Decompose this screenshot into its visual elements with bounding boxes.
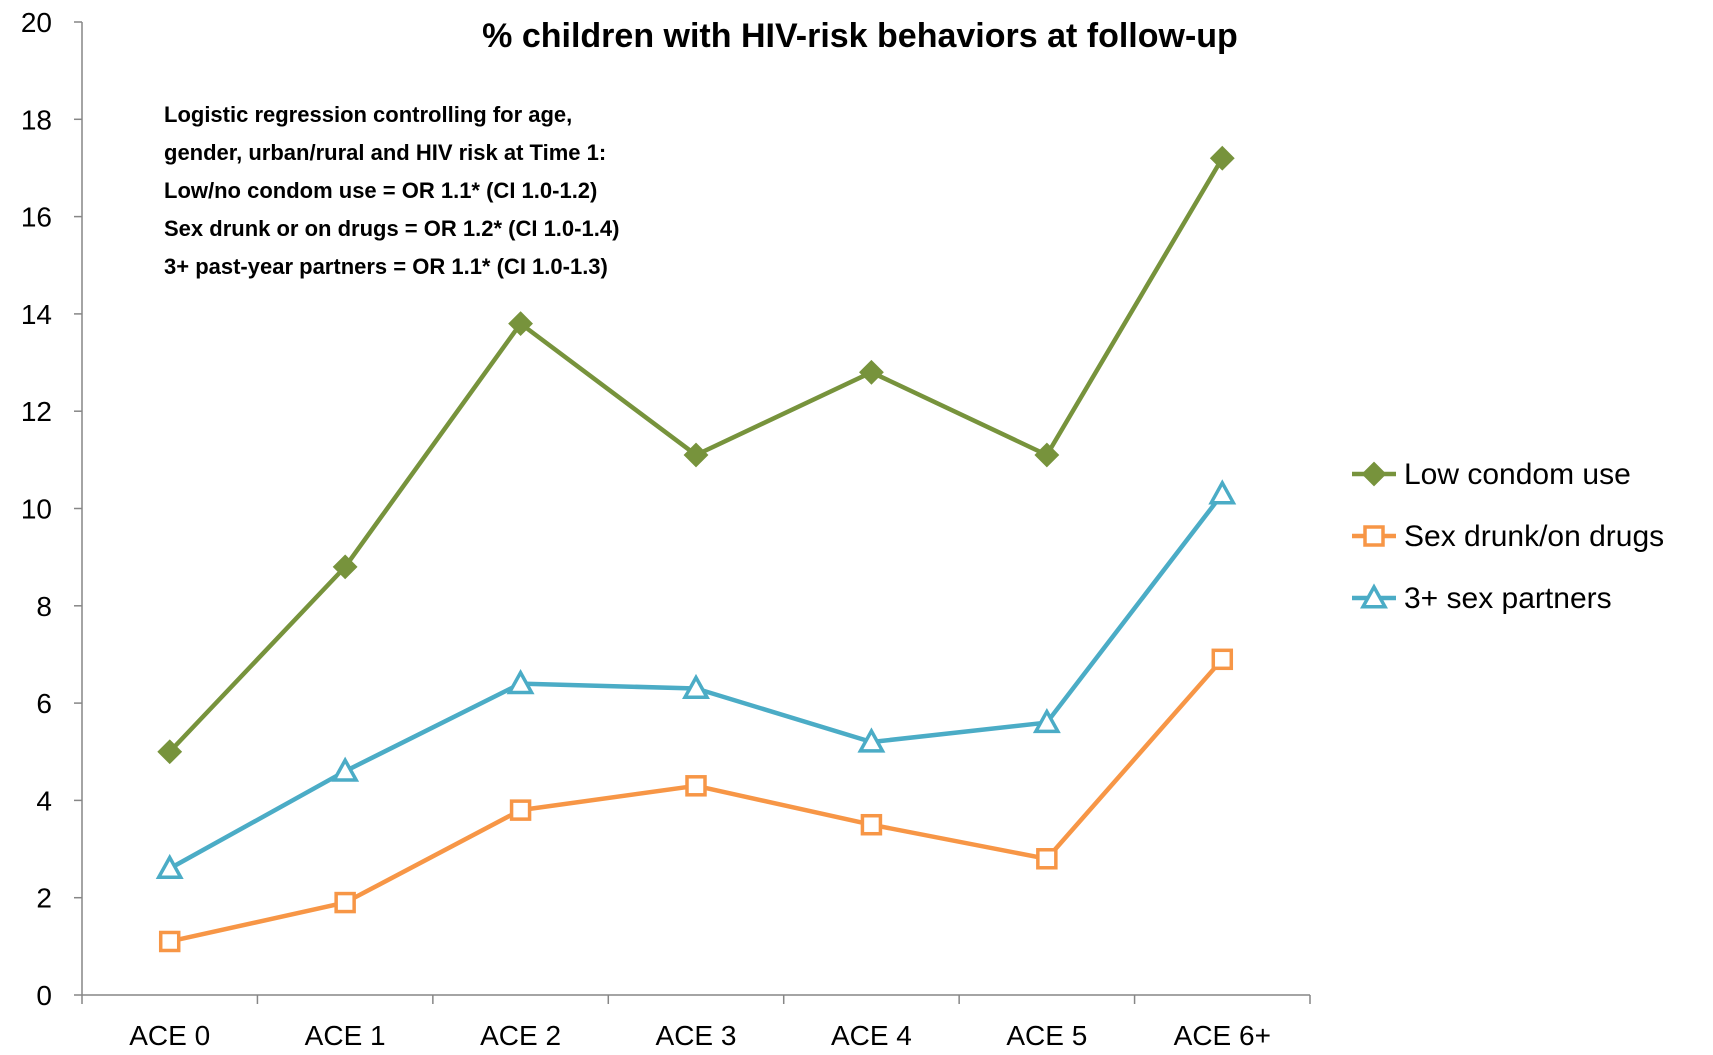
x-tick-label: ACE 6+	[1174, 1020, 1271, 1051]
data-point	[158, 930, 181, 953]
x-tick-label: ACE 2	[480, 1020, 561, 1051]
annotation-block: Logistic regression controlling for age,…	[164, 102, 619, 279]
data-point	[1208, 479, 1237, 505]
legend-marker	[1360, 583, 1388, 609]
annotation-line: Sex drunk or on drugs = OR 1.2* (CI 1.0-…	[164, 216, 619, 241]
data-point	[1209, 145, 1235, 171]
y-tick-label: 8	[36, 591, 52, 622]
axes	[81, 22, 1310, 996]
y-tick-label: 10	[21, 494, 52, 525]
x-tick-label: ACE 5	[1006, 1020, 1087, 1051]
data-point	[506, 669, 535, 695]
data-point	[857, 727, 886, 753]
series-0	[157, 145, 1235, 765]
data-point	[682, 673, 710, 700]
x-tick-label: ACE 1	[305, 1020, 386, 1051]
data-point	[860, 813, 883, 836]
legend-item: 3+ sex partners	[1352, 582, 1612, 615]
y-tick-label: 12	[21, 396, 52, 427]
data-point	[332, 554, 358, 580]
data-point	[157, 739, 183, 765]
legend-item: Low condom use	[1352, 458, 1631, 491]
annotation-line: Low/no condom use = OR 1.1* (CI 1.0-1.2)	[164, 178, 597, 203]
y-tick-label: 18	[21, 104, 52, 135]
data-point	[331, 756, 360, 782]
data-point	[155, 853, 184, 880]
legend: Low condom use Sex drunk/on drugs 3+ sex p…	[1352, 458, 1664, 615]
legend-marker	[1363, 525, 1385, 547]
legend-label: 3+ sex partners	[1404, 582, 1612, 615]
y-tick-label: 2	[36, 883, 52, 914]
y-tick-label: 4	[36, 785, 52, 816]
series-group	[155, 145, 1237, 953]
x-axis-ticks: ACE 0 ACE 1 ACE 2 ACE 3 ACE 4 ACE 5 ACE 6+	[81, 995, 1311, 1051]
data-point	[508, 311, 533, 337]
y-tick-label: 16	[21, 202, 52, 233]
data-point	[1036, 848, 1058, 870]
annotation-line: gender, urban/rural and HIV risk at Time…	[164, 140, 606, 165]
legend-label: Sex drunk/on drugs	[1404, 520, 1664, 553]
data-point	[859, 359, 884, 385]
legend-item: Sex drunk/on drugs	[1352, 520, 1664, 553]
data-point	[683, 442, 709, 468]
data-point	[685, 775, 707, 797]
series-1	[158, 648, 1234, 953]
y-tick-label: 20	[21, 7, 52, 38]
data-point	[1034, 442, 1060, 468]
legend-marker	[1361, 461, 1387, 487]
x-tick-label: ACE 3	[656, 1020, 737, 1051]
data-point	[334, 891, 356, 914]
series-2	[155, 479, 1237, 880]
legend-label: Low condom use	[1404, 458, 1631, 491]
y-tick-label: 14	[21, 299, 52, 330]
y-axis-ticks: 0 2 4 6 8 10 12 14 16 18 20	[21, 7, 82, 1011]
chart-title: % children with HIV-risk behaviors at fo…	[482, 17, 1238, 55]
data-point	[1211, 648, 1234, 671]
y-tick-label: 0	[36, 980, 52, 1011]
y-tick-label: 6	[36, 688, 52, 719]
annotation-line: Logistic regression controlling for age,	[164, 102, 572, 127]
annotation-line: 3+ past-year partners = OR 1.1* (CI 1.0-…	[164, 254, 608, 279]
data-point	[509, 799, 532, 821]
data-point	[1032, 707, 1061, 734]
x-tick-label: ACE 0	[129, 1020, 210, 1051]
x-tick-label: ACE 4	[831, 1020, 912, 1051]
